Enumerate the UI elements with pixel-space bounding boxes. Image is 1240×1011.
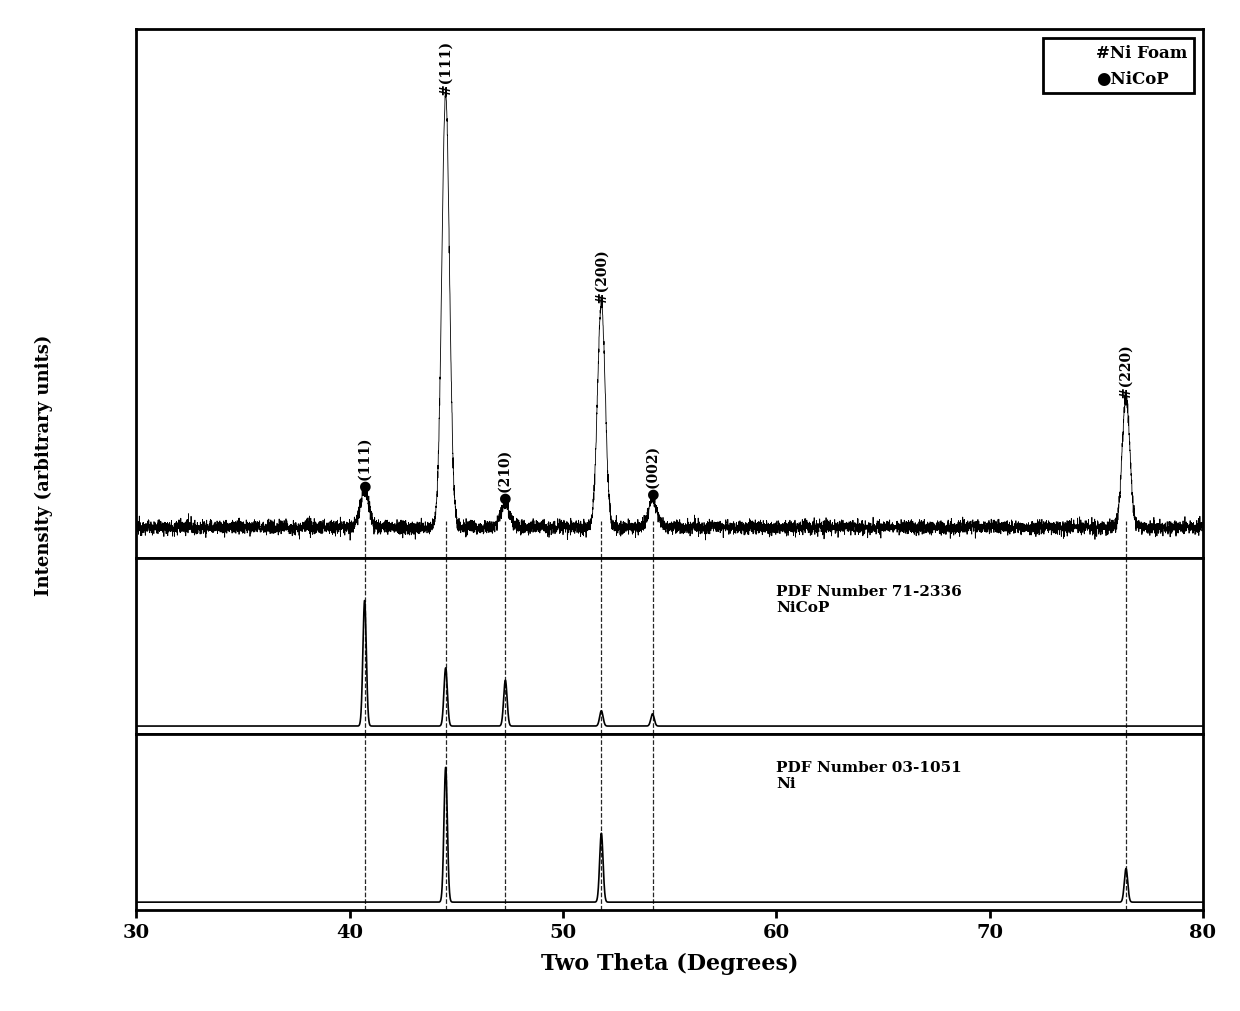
Text: Intensity (arbitrary units): Intensity (arbitrary units)	[35, 335, 52, 595]
Legend: #Ni Foam, ●NiCoP: #Ni Foam, ●NiCoP	[1043, 38, 1194, 94]
Text: PDF Number 03-1051
Ni: PDF Number 03-1051 Ni	[776, 760, 962, 791]
Text: ●(210): ●(210)	[498, 450, 512, 504]
Text: #(220): #(220)	[1118, 345, 1133, 398]
Text: ●(002): ●(002)	[646, 446, 660, 499]
X-axis label: Two Theta (Degrees): Two Theta (Degrees)	[541, 952, 799, 975]
Text: ●(111): ●(111)	[357, 437, 372, 491]
Text: PDF Number 71-2336
NiCoP: PDF Number 71-2336 NiCoP	[776, 584, 962, 615]
Text: #(111): #(111)	[439, 41, 453, 95]
Text: #(200): #(200)	[594, 249, 609, 303]
